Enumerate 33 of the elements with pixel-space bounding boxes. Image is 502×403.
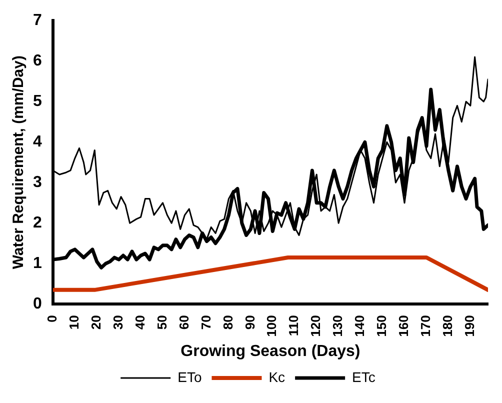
y-tick-label: 0 xyxy=(32,296,42,313)
x-tick-label: 10 xyxy=(66,315,82,330)
x-tick-label: 140 xyxy=(352,315,368,337)
y-axis-title: Water Requirement, (mm/Day) xyxy=(10,56,28,270)
x-tick-label: 90 xyxy=(242,315,258,330)
x-tick-label: 110 xyxy=(286,315,302,336)
x-tick-label: 0 xyxy=(44,315,60,322)
x-axis-title: Growing Season (Days) xyxy=(180,342,360,360)
x-tick-label: 130 xyxy=(330,315,346,337)
y-tick-label: 5 xyxy=(32,93,42,110)
x-tick-label: 40 xyxy=(132,315,148,330)
y-tick-label: 4 xyxy=(32,134,42,151)
x-tick-label: 20 xyxy=(88,315,104,330)
x-tick-label: 80 xyxy=(220,315,236,330)
y-tick-label: 1 xyxy=(32,255,42,272)
x-tick-label: 60 xyxy=(176,315,192,330)
x-tick-label: 190 xyxy=(462,315,477,337)
x-tick-label: 150 xyxy=(374,315,390,337)
y-tick-label: 2 xyxy=(32,214,42,232)
legend-label: ETo xyxy=(178,368,202,385)
x-tick-label: 70 xyxy=(198,315,214,330)
y-tick-label: 6 xyxy=(32,52,42,70)
legend-label: ETc xyxy=(352,368,376,385)
x-tick-label: 180 xyxy=(440,315,456,337)
x-tick-label: 160 xyxy=(396,315,412,337)
y-tick-label: 3 xyxy=(32,174,42,192)
y-tick-label: 7 xyxy=(32,12,42,30)
x-tick-label: 30 xyxy=(110,315,126,330)
x-tick-label: 100 xyxy=(264,315,280,337)
legend-label: Kc xyxy=(268,368,286,385)
x-tick-label: 170 xyxy=(418,315,434,337)
x-tick-label: 120 xyxy=(308,315,324,337)
x-tick-label: 50 xyxy=(154,315,170,330)
